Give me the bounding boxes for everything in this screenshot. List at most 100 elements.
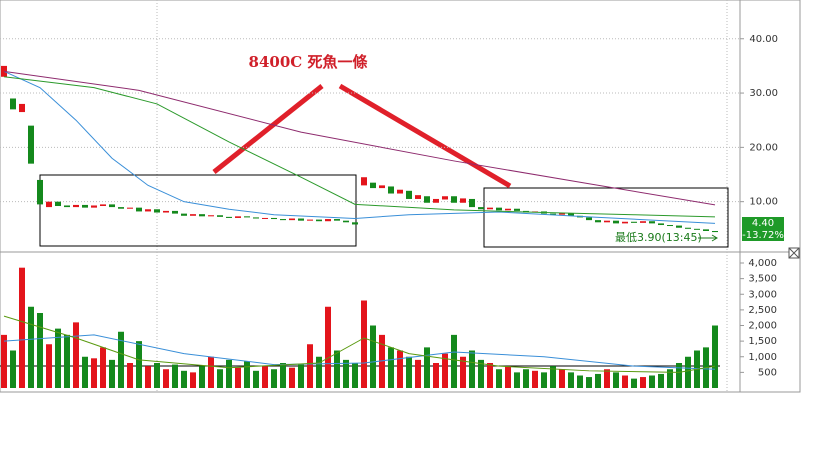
- volume-bar: [586, 377, 592, 388]
- highlight-box: [39, 174, 357, 247]
- volume-bar: [541, 372, 547, 388]
- annotation-title: 8400C 死魚一條: [249, 53, 369, 71]
- volume-bar: [568, 372, 574, 388]
- candle-body: [199, 214, 205, 217]
- volume-bar: [622, 375, 628, 388]
- volume-bar: [55, 328, 61, 388]
- volume-bar: [469, 350, 475, 388]
- volume-bar: [145, 366, 151, 388]
- volume-bar: [118, 331, 124, 388]
- candle-body: [226, 216, 232, 218]
- volume-bar: [712, 325, 718, 388]
- candle-body: [658, 223, 664, 226]
- y-tick-label: 1,500: [748, 336, 777, 347]
- candle-body: [361, 177, 367, 186]
- change: -13.72%: [742, 230, 784, 241]
- volume-bar: [640, 377, 646, 388]
- candle-body: [469, 198, 475, 208]
- candle-body: [649, 221, 655, 224]
- volume-bar: [406, 356, 412, 388]
- candle-body: [73, 204, 79, 208]
- volume-bar: [244, 361, 250, 388]
- volume-bar: [289, 367, 295, 388]
- volume-bar: [352, 363, 358, 388]
- candle-body: [505, 208, 511, 211]
- candle-body: [694, 228, 700, 230]
- candle-body: [10, 98, 16, 110]
- price-tag: [742, 217, 784, 229]
- candle-body: [82, 204, 88, 208]
- candle-body: [451, 196, 457, 203]
- volume-bar: [298, 364, 304, 388]
- volume-bar: [307, 344, 313, 388]
- close-icon: [788, 247, 800, 259]
- volume-bar: [577, 375, 583, 388]
- candle-body: [181, 213, 187, 216]
- volume-bar: [253, 370, 259, 388]
- low-annotation: 最低3.90(13:45): [615, 231, 702, 244]
- volume-bar: [82, 356, 88, 388]
- volume-bar: [46, 344, 52, 388]
- candle-body: [46, 201, 52, 208]
- candle-body: [712, 230, 718, 233]
- candle-body: [64, 205, 70, 208]
- candle-body: [433, 198, 439, 203]
- volume-bar: [424, 347, 430, 388]
- candle-body: [271, 217, 277, 220]
- highlight-box: [483, 187, 729, 248]
- volume-bar: [478, 359, 484, 388]
- pointer-line: [212, 84, 324, 174]
- volume-bar: [235, 367, 241, 388]
- candle-body: [289, 218, 295, 221]
- y-tick-label: 40.00: [749, 34, 778, 45]
- volume-bar: [19, 267, 25, 388]
- candle-body: [613, 220, 619, 224]
- volume-bar: [163, 369, 169, 388]
- candle-body: [406, 190, 412, 199]
- volume-bar: [415, 359, 421, 388]
- candle-body: [568, 213, 574, 216]
- candle-body: [550, 213, 556, 215]
- volume-bar: [226, 359, 232, 388]
- volume-bar: [397, 350, 403, 388]
- y-tick-label: 20.00: [749, 142, 778, 153]
- candle-body: [379, 185, 385, 189]
- volume-bar: [271, 369, 277, 388]
- moving-average: [3, 70, 716, 206]
- candle-body: [280, 219, 286, 221]
- candle-body: [586, 217, 592, 221]
- volume-bar: [1, 334, 7, 388]
- change-tag: [742, 229, 784, 241]
- candle-body: [118, 207, 124, 209]
- volume-bar: [649, 375, 655, 388]
- candle-body: [478, 207, 484, 210]
- candle-body: [55, 201, 61, 207]
- volume-bar: [523, 369, 529, 388]
- candle-body: [262, 217, 268, 219]
- volume-bar: [658, 373, 664, 388]
- candle-body: [442, 196, 448, 200]
- volume-bar: [460, 356, 466, 388]
- candle-body: [325, 219, 331, 222]
- volume-bar: [325, 306, 331, 388]
- volume-bar: [676, 363, 682, 388]
- candle-body: [235, 216, 241, 218]
- volume-bar: [667, 369, 673, 388]
- volume-bar: [136, 341, 142, 388]
- candle-body: [397, 189, 403, 194]
- volume-bar: [685, 356, 691, 388]
- y-tick-label: 500: [758, 367, 777, 378]
- volume-bar: [496, 369, 502, 388]
- volume-bar: [370, 325, 376, 388]
- volume-bar: [100, 347, 106, 388]
- volume-bar: [262, 366, 268, 388]
- candle-body: [343, 220, 349, 223]
- volume-bar: [91, 358, 97, 388]
- candle-body: [190, 214, 196, 216]
- volume-bar: [388, 347, 394, 388]
- volume-bar: [217, 369, 223, 388]
- volume-bar: [604, 369, 610, 388]
- candle-body: [307, 219, 313, 221]
- volume-bar: [73, 322, 79, 388]
